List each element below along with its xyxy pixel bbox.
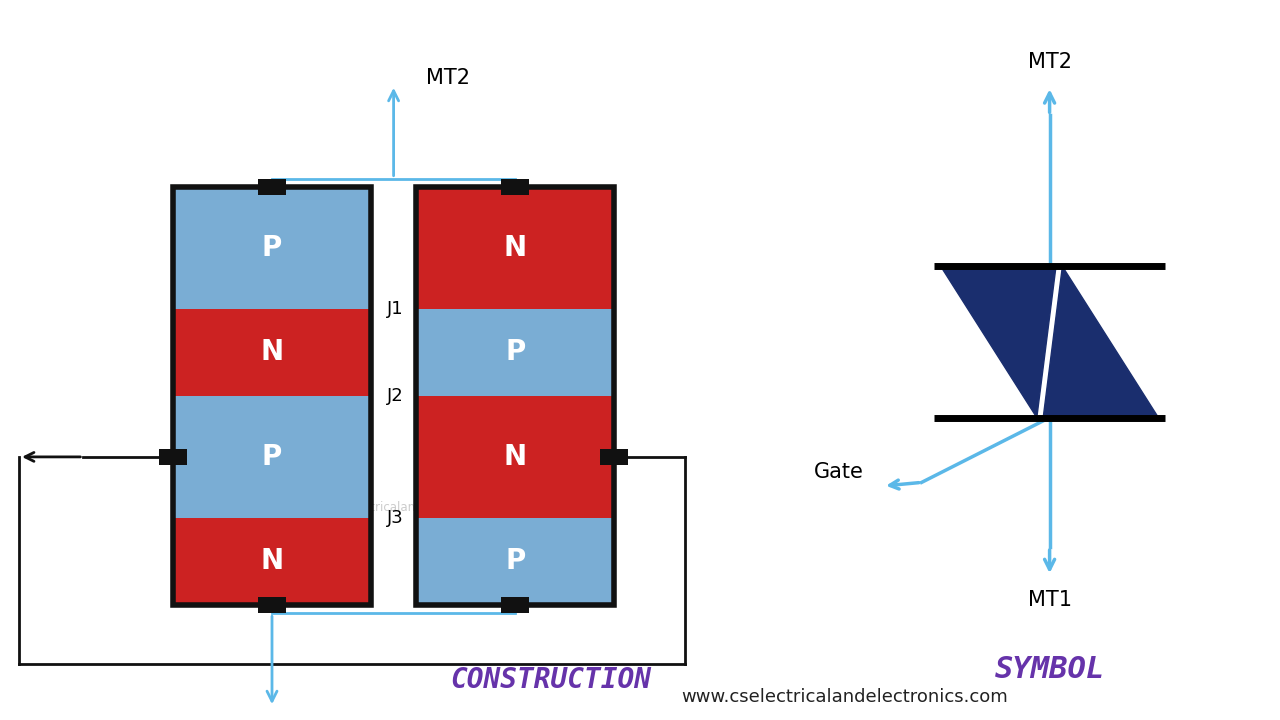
Text: MT1: MT1 <box>1028 590 1071 611</box>
Text: J3: J3 <box>387 509 403 527</box>
Bar <box>159 449 187 465</box>
Text: P: P <box>506 547 525 575</box>
Bar <box>173 518 371 605</box>
Bar <box>173 187 371 605</box>
Text: MT2: MT2 <box>426 68 470 88</box>
Bar <box>502 597 530 613</box>
Bar <box>173 187 371 309</box>
Bar <box>173 396 371 518</box>
Bar <box>259 597 287 613</box>
Text: P: P <box>506 338 525 366</box>
Text: www.cselectricalandelectronics.com: www.cselectricalandelectronics.com <box>681 688 1009 706</box>
Text: www.cselectricalandelectronics.com: www.cselectricalandelectronics.com <box>303 501 516 514</box>
Polygon shape <box>941 266 1056 418</box>
Text: MT2: MT2 <box>1028 52 1071 72</box>
Text: SYMBOL: SYMBOL <box>995 655 1105 684</box>
Bar <box>416 187 614 605</box>
Text: Gate: Gate <box>814 462 864 482</box>
Text: P: P <box>262 443 282 471</box>
Text: N: N <box>503 443 527 471</box>
Bar <box>416 309 614 396</box>
Bar <box>416 518 614 605</box>
Bar <box>173 309 371 396</box>
Text: N: N <box>260 547 284 575</box>
Bar <box>416 187 614 309</box>
Text: N: N <box>503 234 527 262</box>
Bar <box>259 179 287 195</box>
Polygon shape <box>1043 266 1158 418</box>
Text: CONSTRUCTION: CONSTRUCTION <box>449 667 652 694</box>
Text: P: P <box>262 234 282 262</box>
Bar <box>416 396 614 518</box>
Bar <box>502 179 530 195</box>
Text: J2: J2 <box>387 387 403 405</box>
Text: J1: J1 <box>387 300 403 318</box>
Text: N: N <box>260 338 284 366</box>
Bar <box>600 449 628 465</box>
